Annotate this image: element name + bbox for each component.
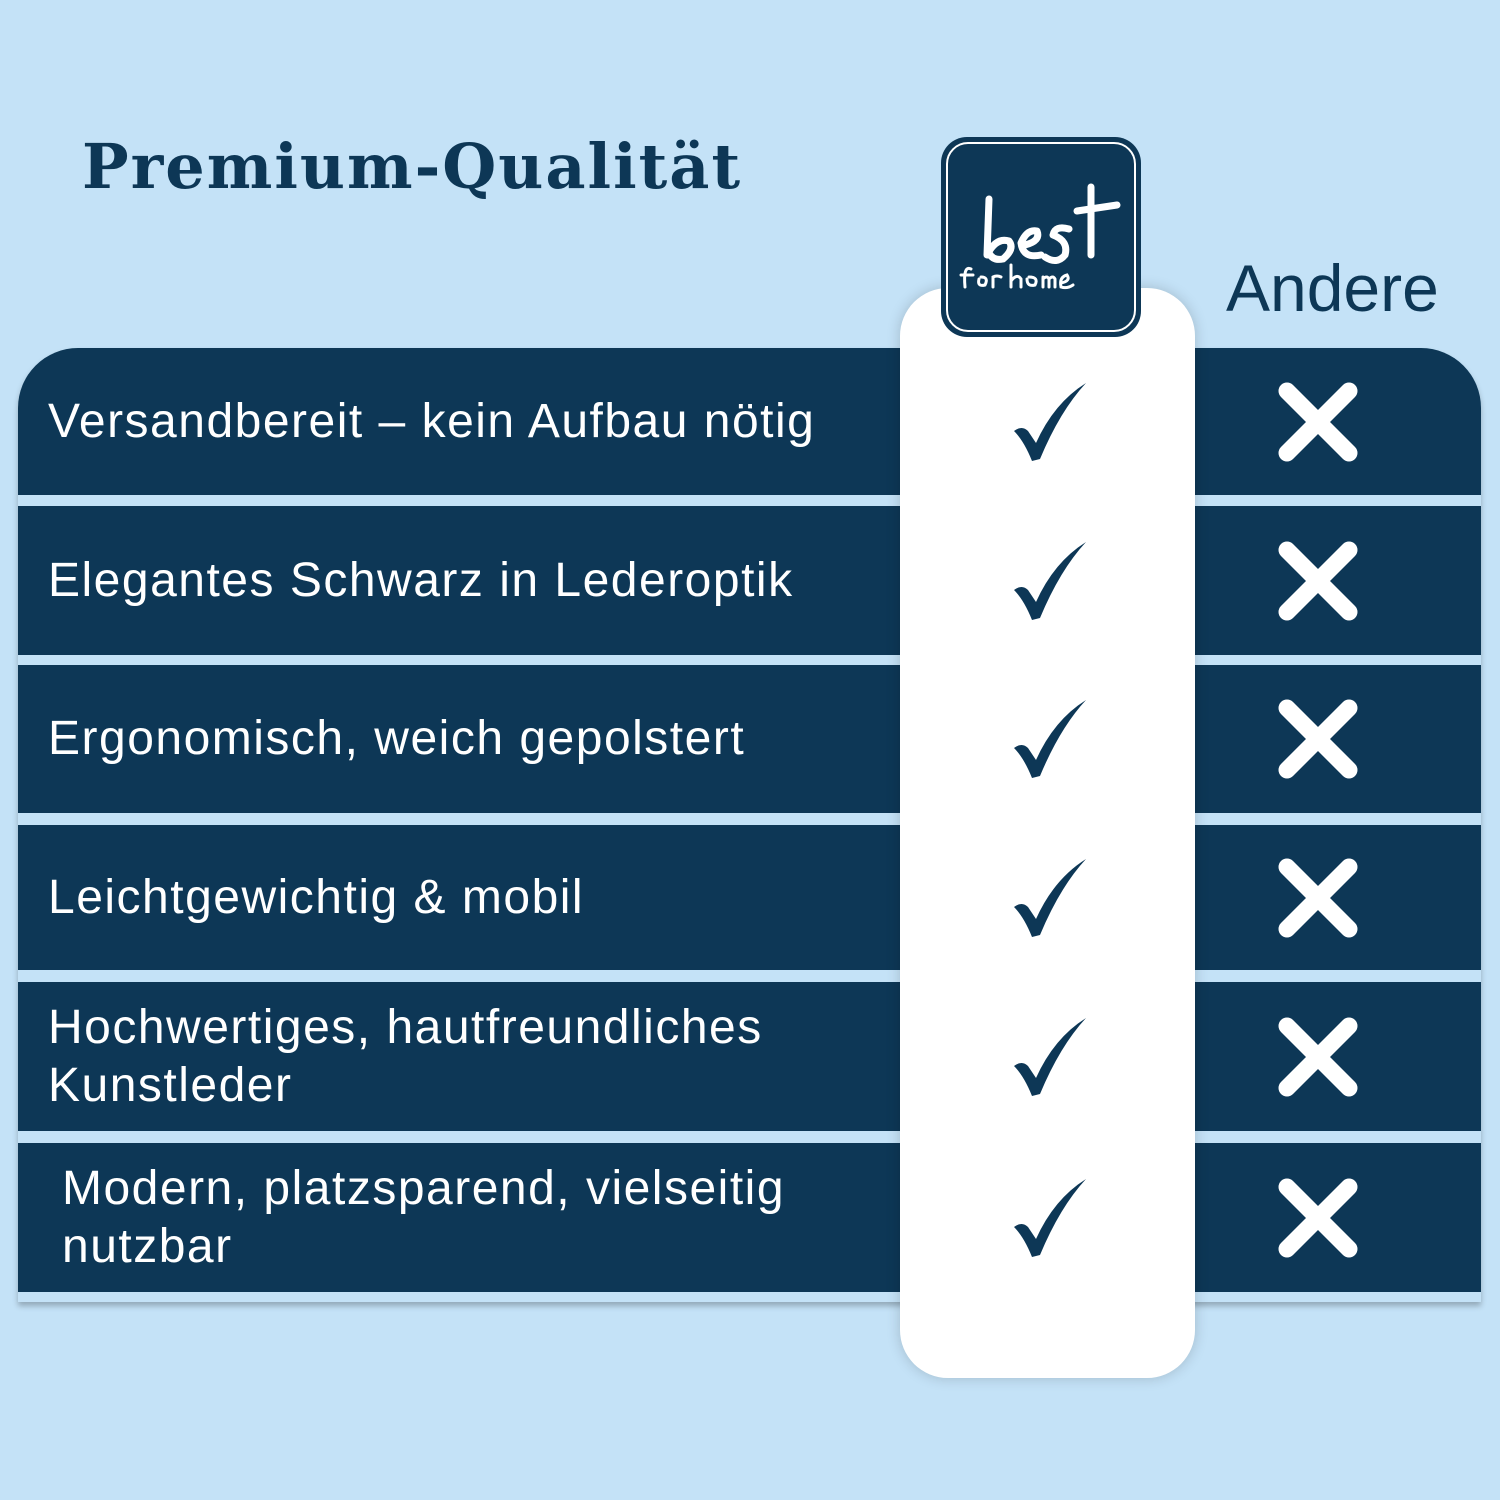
table-row: Leichtgewichtig & mobil — [18, 825, 1481, 970]
check-icon — [1010, 381, 1090, 463]
check-icon — [1010, 698, 1090, 780]
x-icon — [1277, 857, 1359, 939]
column-header-other: Andere — [1226, 251, 1439, 325]
table-row: Modern, platzsparend, vielseitig nutzbar — [18, 1143, 1481, 1292]
x-icon — [1277, 381, 1359, 463]
check-icon — [1010, 857, 1090, 939]
check-icon — [1010, 540, 1090, 622]
x-icon — [1277, 1177, 1359, 1259]
page-title: Premium-Qualität — [82, 130, 743, 203]
feature-label: Versandbereit – kein Aufbau nötig — [48, 394, 816, 448]
table-row: Hochwertiges, hautfreundliches Kunstlede… — [18, 982, 1481, 1131]
table-row: Versandbereit – kein Aufbau nötig — [18, 348, 1481, 495]
feature-label: Ergonomisch, weich gepolstert — [48, 712, 746, 765]
brand-column — [900, 288, 1195, 1378]
check-icon — [1010, 1016, 1090, 1098]
feature-label: Hochwertiges, hautfreundliches Kunstlede… — [48, 1000, 763, 1112]
brand-logo — [941, 137, 1141, 337]
feature-label: Modern, platzsparend, vielseitig nutzbar — [62, 1161, 786, 1273]
x-icon — [1277, 540, 1359, 622]
table-row: Elegantes Schwarz in Lederoptik — [18, 506, 1481, 655]
x-icon — [1277, 1016, 1359, 1098]
feature-label: Elegantes Schwarz in Lederoptik — [48, 553, 794, 607]
x-icon — [1277, 698, 1359, 780]
feature-label: Leichtgewichtig & mobil — [48, 870, 585, 924]
check-icon — [1010, 1177, 1090, 1259]
table-row: Ergonomisch, weich gepolstert — [18, 665, 1481, 813]
